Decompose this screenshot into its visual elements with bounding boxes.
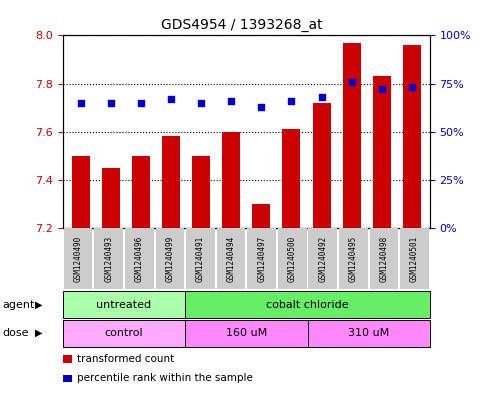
Text: 310 uM: 310 uM bbox=[348, 328, 389, 338]
Point bbox=[198, 99, 205, 106]
Point bbox=[137, 99, 145, 106]
Bar bbox=[102, 168, 120, 228]
Text: 160 uM: 160 uM bbox=[226, 328, 267, 338]
Bar bbox=[313, 103, 330, 228]
Text: GSM1240495: GSM1240495 bbox=[349, 235, 358, 281]
Bar bbox=[252, 204, 270, 228]
Text: control: control bbox=[105, 328, 143, 338]
Text: ▶: ▶ bbox=[35, 328, 43, 338]
Text: cobalt chloride: cobalt chloride bbox=[266, 299, 349, 310]
Text: percentile rank within the sample: percentile rank within the sample bbox=[77, 373, 253, 384]
Bar bbox=[373, 76, 391, 228]
Bar bbox=[72, 156, 90, 228]
Point bbox=[257, 103, 265, 110]
Bar bbox=[192, 156, 210, 228]
Text: GSM1240490: GSM1240490 bbox=[73, 235, 83, 281]
Text: transformed count: transformed count bbox=[77, 354, 174, 364]
Bar bbox=[132, 156, 150, 228]
Point bbox=[167, 96, 175, 102]
Text: GSM1240492: GSM1240492 bbox=[318, 235, 327, 281]
Point bbox=[348, 79, 355, 85]
Text: GSM1240493: GSM1240493 bbox=[104, 235, 113, 281]
Point bbox=[408, 84, 416, 90]
Bar bbox=[283, 129, 300, 228]
Bar bbox=[222, 132, 241, 228]
Text: untreated: untreated bbox=[97, 299, 152, 310]
Text: ▶: ▶ bbox=[35, 299, 43, 310]
Bar bbox=[403, 45, 421, 228]
Text: GSM1240494: GSM1240494 bbox=[227, 235, 236, 281]
Text: GSM1240496: GSM1240496 bbox=[135, 235, 144, 281]
Point bbox=[77, 99, 85, 106]
Text: agent: agent bbox=[2, 299, 35, 310]
Point bbox=[227, 98, 235, 104]
Text: GSM1240500: GSM1240500 bbox=[288, 235, 297, 281]
Text: GSM1240491: GSM1240491 bbox=[196, 235, 205, 281]
Text: dose: dose bbox=[2, 328, 29, 338]
Text: GSM1240497: GSM1240497 bbox=[257, 235, 266, 281]
Point bbox=[378, 86, 385, 92]
Bar bbox=[342, 42, 361, 228]
Point bbox=[287, 98, 295, 104]
Point bbox=[318, 94, 326, 100]
Point bbox=[107, 99, 115, 106]
Text: GSM1240501: GSM1240501 bbox=[410, 235, 419, 281]
Text: GSM1240499: GSM1240499 bbox=[165, 235, 174, 281]
Text: GSM1240498: GSM1240498 bbox=[380, 235, 388, 281]
Text: GDS4954 / 1393268_at: GDS4954 / 1393268_at bbox=[161, 18, 322, 32]
Bar bbox=[162, 136, 180, 228]
